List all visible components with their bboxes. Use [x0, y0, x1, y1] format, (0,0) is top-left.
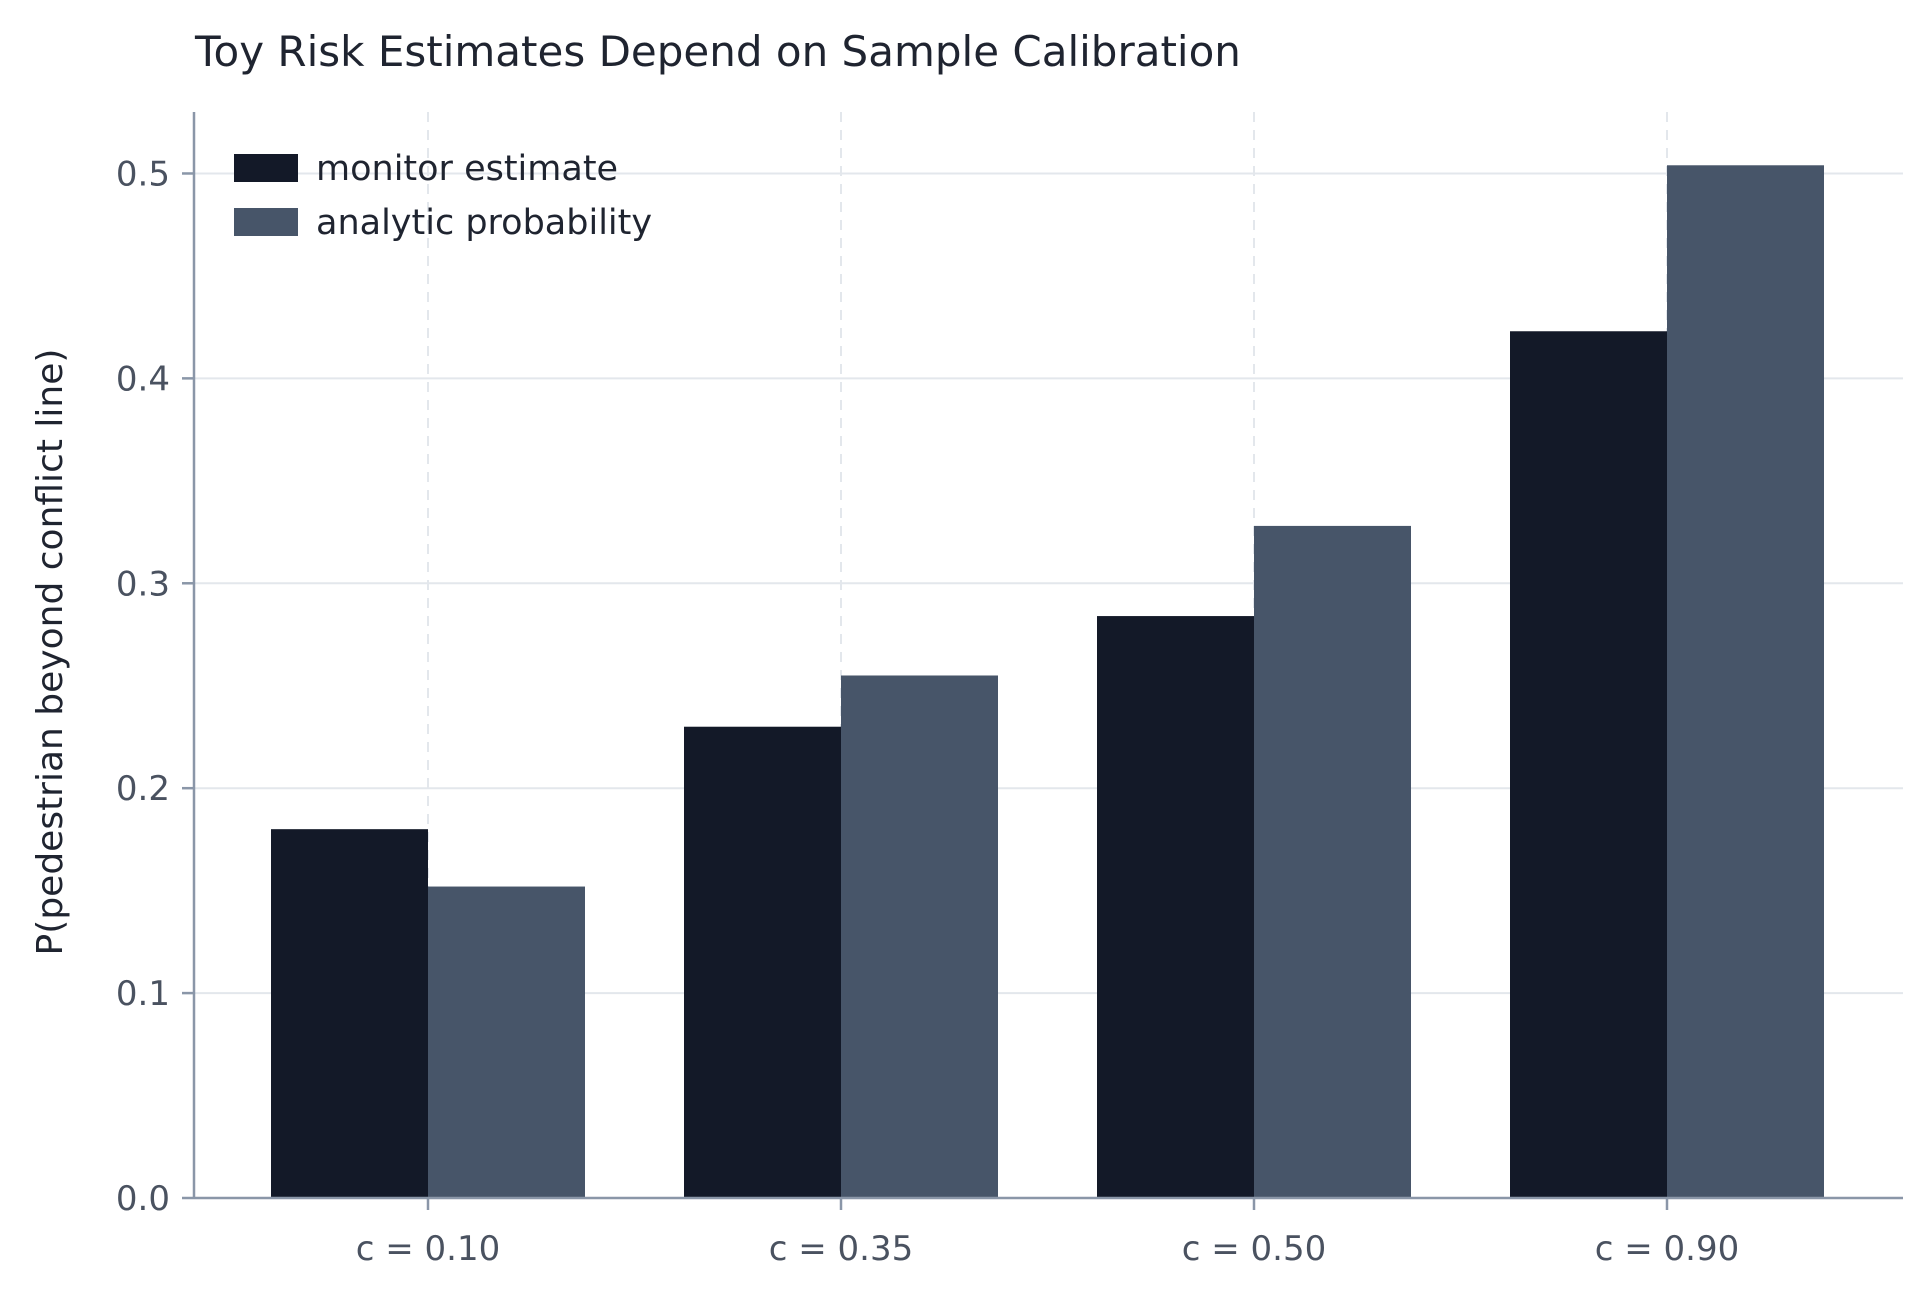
y-tick-label: 0.2: [116, 769, 170, 809]
legend-label: analytic probability: [316, 203, 652, 243]
y-tick-label: 0.1: [116, 974, 170, 1014]
chart-title: Toy Risk Estimates Depend on Sample Cali…: [194, 27, 1241, 76]
x-tick-label: c = 0.10: [356, 1229, 501, 1269]
bars: [271, 165, 1824, 1199]
y-tick-label: 0.3: [116, 564, 170, 604]
x-tick-label: c = 0.90: [1595, 1229, 1740, 1269]
bar-analytic-probability: [1667, 165, 1824, 1198]
y-axis-label: P(pedestrian beyond conflict line): [30, 349, 71, 956]
y-tick-label: 0.4: [116, 359, 170, 399]
bar-monitor-estimate: [1510, 331, 1667, 1199]
bar-analytic-probability: [841, 675, 998, 1198]
bar-monitor-estimate: [1097, 616, 1254, 1198]
legend-label: monitor estimate: [316, 149, 618, 189]
legend-swatch: [234, 208, 298, 236]
bar-monitor-estimate: [271, 829, 428, 1198]
tick-labels: 0.0 0.1 0.2 0.3 0.4 0.5 c = 0.10 c = 0.35 c = 0.…: [116, 154, 1739, 1269]
axes: [182, 112, 1903, 1210]
bar-analytic-probability: [1254, 525, 1411, 1198]
legend-swatch: [234, 154, 298, 182]
bar-monitor-estimate: [684, 726, 841, 1198]
legend: monitor estimate analytic probability: [234, 149, 652, 243]
bar-analytic-probability: [428, 886, 585, 1198]
y-tick-label: 0.0: [116, 1179, 170, 1219]
x-tick-label: c = 0.35: [769, 1229, 914, 1269]
x-tick-label: c = 0.50: [1182, 1229, 1327, 1269]
y-tick-label: 0.5: [116, 154, 170, 194]
